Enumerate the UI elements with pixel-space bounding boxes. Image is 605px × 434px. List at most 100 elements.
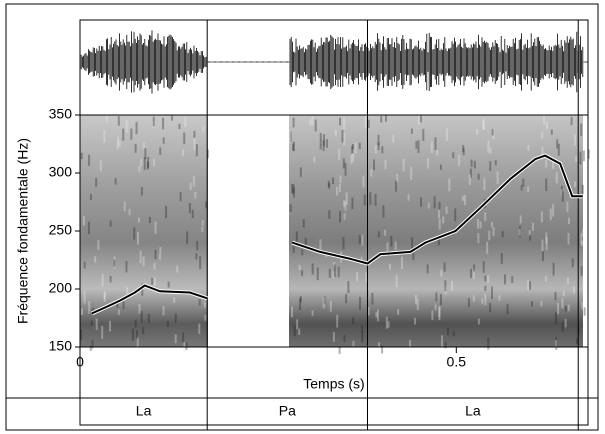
spectrogram-speckle [322,140,325,152]
spectrogram-speckle [358,235,361,245]
spectrogram-speckle [477,233,480,244]
spectrogram-speckle [442,216,445,224]
spectrogram-speckle [549,208,552,221]
spectrogram-speckle [380,115,383,123]
spectrogram-speckle [541,251,544,262]
spectrogram-speckle [440,269,443,277]
spectrogram-speckle [201,226,204,232]
spectrogram-speckle [498,295,501,301]
spectrogram-speckle [123,201,126,212]
spectrogram-speckle [438,305,441,317]
spectrogram-speckle [351,146,354,154]
spectrogram-speckle [540,300,543,307]
spectrogram-speckle [319,133,322,145]
spectrogram-speckle [311,310,314,316]
spectrogram-speckle [397,309,400,315]
spectrogram-speckle [527,186,530,193]
spectrogram-speckle [376,309,379,322]
spectrogram-speckle [83,261,86,269]
y-tick-label: 350 [49,106,73,122]
spectrogram-speckle [352,340,355,347]
spectrogram-speckle [105,115,108,122]
spectrogram-speckle [434,304,437,311]
spectrogram-speckle [173,297,176,303]
spectrogram-speckle [374,145,377,154]
spectrogram-speckle [154,249,157,260]
spectrogram-speckle [80,152,83,160]
spectrogram-speckle [545,121,548,130]
spectrogram-speckle [415,295,418,305]
spectrogram-speckle [582,279,585,290]
spectrogram-speckle [344,201,347,211]
spectrogram-speckle [386,242,389,253]
spectrogram-speckle [385,316,388,329]
spectrogram-speckle [557,303,560,315]
spectrogram-speckle [148,216,151,224]
spectrogram-speckle [541,147,544,156]
spectrogram-speckle [390,235,393,247]
spectrogram-speckle [483,178,486,191]
spectrogram-speckle [188,203,191,214]
spectrogram-speckle [529,281,532,290]
spectrogram-speckle [354,142,357,154]
spectrogram-speckle [587,149,590,159]
spectrogram-speckle [360,325,363,333]
spectrogram-speckle [555,172,558,184]
spectrogram-speckle [323,134,326,147]
spectrogram-speckle [438,307,441,321]
spectrogram-speckle [109,275,112,283]
spectrogram-speckle [116,301,119,308]
spectrogram-speckle [422,128,425,141]
spectrogram-speckle [141,283,144,296]
spectrogram-speckle [336,314,339,328]
spectrogram-speckle [319,239,322,250]
spectrogram-speckle [174,313,177,323]
spectrogram-speckle [443,262,446,272]
spectrogram-speckle [468,174,471,186]
spectrogram-speckle [142,256,145,267]
spectrogram-speckle [339,210,342,223]
y-tick-label: 200 [49,280,73,296]
spectrogram-speckle [337,266,340,278]
spectrogram-speckle [299,298,302,310]
spectrogram-speckle [488,230,491,241]
spectrogram-speckle [140,187,143,196]
spectrogram-speckle [205,201,208,209]
spectrogram-speckle [411,237,414,249]
spectrogram-speckle [560,185,563,197]
spectrogram-speckle [343,213,346,220]
spectrogram-speckle [420,197,423,207]
spectrogram-speckle [574,134,577,146]
spectrogram-speckle [373,159,376,171]
spectrogram-speckle [501,231,504,238]
spectrogram-speckle [472,268,475,280]
spectrogram-speckle [352,317,355,324]
spectrogram-speckle [489,147,492,154]
spectrogram-speckle [561,298,564,309]
spectrogram-speckle [377,231,380,238]
spectrogram-speckle [481,298,484,304]
spectrogram-speckle [135,121,138,135]
spectrogram-speckle [437,210,440,219]
spectrogram-speckle [518,228,521,236]
spectrogram-speckle [299,167,302,177]
spectrogram-speckle [126,287,129,299]
spectrogram-speckle [567,217,570,225]
spectrogram-speckle [477,219,480,229]
spectrogram-speckle [426,158,429,169]
spectrogram-speckle [564,318,567,328]
spectrogram-speckle [573,286,576,294]
spectrogram-speckle [328,210,331,219]
spectrogram-speckle [484,212,487,222]
spectrogram-speckle [313,156,316,163]
spectrogram-speckle [125,260,128,273]
spectrogram-speckle [482,118,485,130]
spectrogram-speckle [193,138,196,151]
spectrogram-speckle [91,340,94,349]
spectrogram-speckle [142,142,145,149]
spectrogram-speckle [580,266,583,277]
spectrogram-speckle [486,241,489,254]
spectrogram-and-waveform [79,30,590,355]
spectrogram-speckle [289,204,292,212]
spectrogram-speckle [195,143,198,157]
